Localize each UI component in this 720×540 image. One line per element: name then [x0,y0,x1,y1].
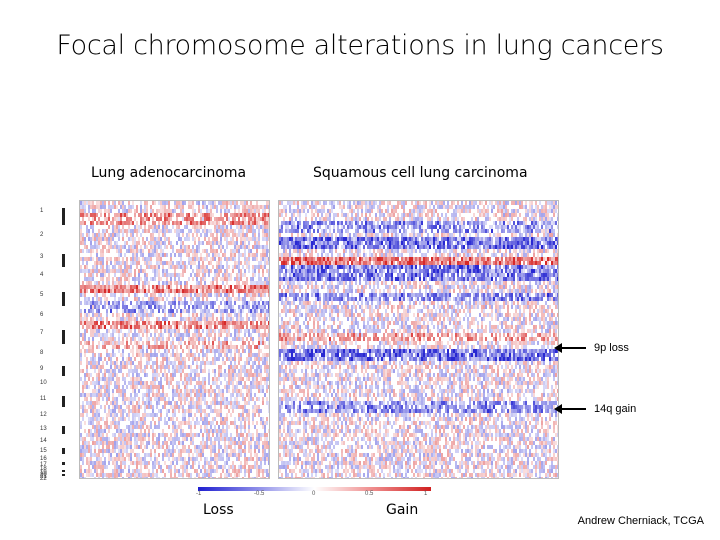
colorbar-tick: 0.5 [365,491,374,497]
chromosome-label: 20 [40,472,47,478]
chromosome-band [62,208,65,225]
chromosome-label: 19 [40,470,47,476]
annotation-9p-loss: 9p loss [554,342,629,354]
chromosome-label: 22 [40,476,47,482]
chromosome-axis: 1 2 3 4 5 6 7 8 9 10 11 12 13 14 15 16 17 18 19 20 21 22 [36,200,66,482]
chromosome-label: 5 [40,292,44,298]
chromosome-label: 7 [40,330,44,336]
annotation-9p-loss-label: 9p loss [594,342,629,354]
chromosome-band [62,448,65,454]
chromosome-band [62,474,65,476]
chromosome-label: 13 [40,426,47,432]
adenocarcinoma-label: Lung adenocarcinoma [91,165,247,181]
annotation-14q-gain: 14q gain [554,403,637,415]
chromosome-label: 3 [40,254,44,260]
chromosome-label: 18 [40,466,47,472]
colorbar-tick: 1 [424,491,428,497]
chromosome-label: 17 [40,462,47,468]
colorbar-tick: -0.5 [254,491,265,497]
arrow-left-icon [554,343,586,353]
chromosome-label: 4 [40,272,44,278]
chromosome-label: 11 [40,396,47,402]
chromosome-label: 21 [40,474,47,480]
squamous-heatmap [278,200,559,479]
slide-title: Focal chromosome alterations in lung can… [56,30,664,61]
gain-label: Gain [386,502,419,518]
credit-text: Andrew Cherniack, TCGA [577,515,704,527]
chromosome-label: 12 [40,412,47,418]
chromosome-label: 2 [40,232,44,238]
chromosome-band [62,462,65,465]
squamous-label: Squamous cell lung carcinoma [313,165,528,181]
chromosome-band [62,396,65,408]
annotation-14q-gain-label: 14q gain [594,403,637,415]
chromosome-band [62,426,65,435]
colorbar [198,487,431,491]
colorbar-tick: -1 [196,491,202,497]
chromosome-label: 8 [40,350,44,356]
adenocarcinoma-heatmap [79,200,270,479]
chromosome-label: 9 [40,366,44,372]
chromosome-label: 16 [40,456,47,462]
chromosome-band [62,292,65,306]
chromosome-label: 10 [40,380,47,386]
chromosome-label: 6 [40,312,44,318]
colorbar-tick: 0 [312,491,316,497]
chromosome-label: 15 [40,448,47,454]
chromosome-label: 14 [40,438,47,444]
chromosome-band [62,254,65,267]
chromosome-band [62,330,65,344]
chromosome-band [62,470,65,472]
loss-label: Loss [203,502,234,518]
chromosome-label: 1 [40,208,44,214]
arrow-left-icon [554,404,586,414]
chromosome-band [62,366,65,376]
